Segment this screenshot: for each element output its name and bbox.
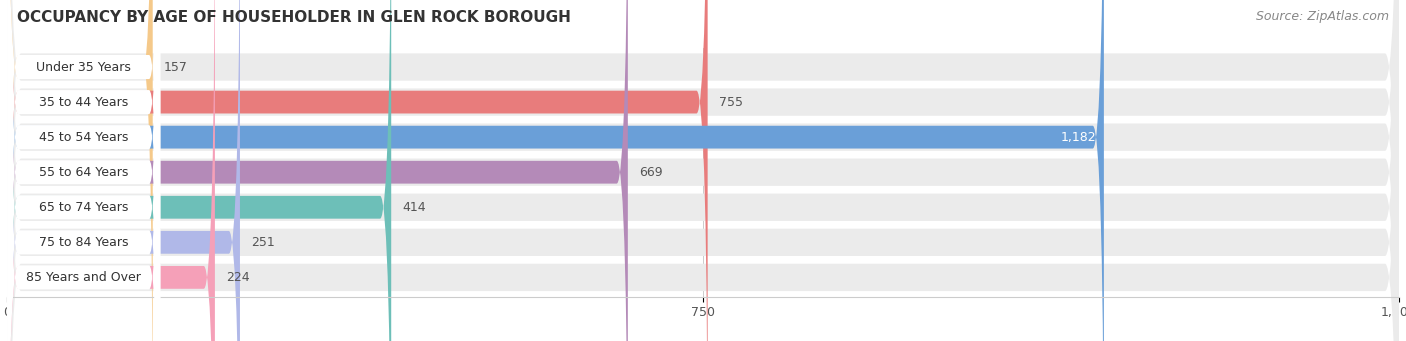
FancyBboxPatch shape (7, 0, 240, 341)
Text: 65 to 74 Years: 65 to 74 Years (39, 201, 128, 214)
FancyBboxPatch shape (7, 0, 160, 341)
FancyBboxPatch shape (7, 0, 1399, 341)
FancyBboxPatch shape (7, 0, 1399, 341)
FancyBboxPatch shape (7, 0, 1104, 341)
Text: 35 to 44 Years: 35 to 44 Years (39, 95, 128, 108)
FancyBboxPatch shape (7, 0, 160, 341)
Text: Source: ZipAtlas.com: Source: ZipAtlas.com (1256, 10, 1389, 23)
FancyBboxPatch shape (7, 0, 707, 341)
Text: 85 Years and Over: 85 Years and Over (27, 271, 141, 284)
Text: OCCUPANCY BY AGE OF HOUSEHOLDER IN GLEN ROCK BOROUGH: OCCUPANCY BY AGE OF HOUSEHOLDER IN GLEN … (17, 10, 571, 25)
FancyBboxPatch shape (7, 0, 391, 341)
FancyBboxPatch shape (7, 0, 160, 341)
Text: 755: 755 (718, 95, 742, 108)
Text: Under 35 Years: Under 35 Years (37, 60, 131, 74)
Text: 45 to 54 Years: 45 to 54 Years (39, 131, 128, 144)
Text: 251: 251 (252, 236, 274, 249)
FancyBboxPatch shape (7, 0, 1399, 341)
FancyBboxPatch shape (7, 0, 153, 341)
Text: 669: 669 (638, 166, 662, 179)
Text: 1,182: 1,182 (1062, 131, 1097, 144)
FancyBboxPatch shape (7, 0, 215, 341)
Text: 224: 224 (226, 271, 250, 284)
FancyBboxPatch shape (7, 0, 1399, 341)
Text: 414: 414 (402, 201, 426, 214)
FancyBboxPatch shape (7, 0, 1399, 341)
FancyBboxPatch shape (7, 0, 160, 341)
Text: 55 to 64 Years: 55 to 64 Years (39, 166, 128, 179)
Text: 157: 157 (165, 60, 188, 74)
FancyBboxPatch shape (7, 0, 160, 341)
Text: 75 to 84 Years: 75 to 84 Years (39, 236, 128, 249)
FancyBboxPatch shape (7, 0, 1399, 341)
FancyBboxPatch shape (7, 0, 1399, 341)
FancyBboxPatch shape (7, 0, 160, 341)
FancyBboxPatch shape (7, 0, 628, 341)
FancyBboxPatch shape (7, 0, 160, 341)
